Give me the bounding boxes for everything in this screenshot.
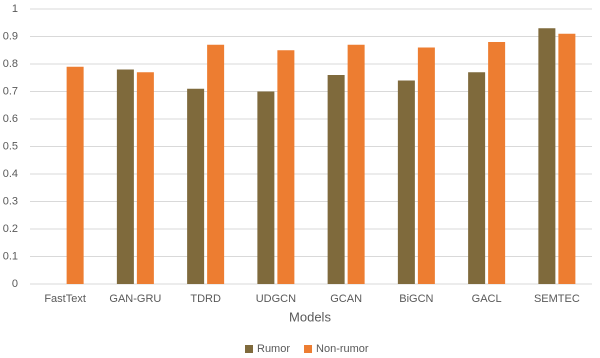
y-tick-label: 0.4: [3, 168, 18, 180]
legend-swatch: [245, 345, 253, 353]
x-tick-label: SEMTEC: [534, 293, 580, 305]
y-tick-label: 0.2: [3, 223, 18, 235]
x-tick-label: GACL: [472, 293, 502, 305]
x-tick-label: FastText: [44, 293, 86, 305]
legend-label: Rumor: [257, 343, 290, 355]
y-tick-label: 0.7: [3, 85, 18, 97]
bar: [417, 47, 435, 284]
y-tick-label: 0.6: [3, 113, 18, 125]
bar: [327, 75, 345, 284]
bar: [558, 33, 576, 284]
x-tick-label: GAN-GRU: [109, 293, 161, 305]
legend-swatch: [304, 345, 313, 353]
x-tick-label: GCAN: [330, 293, 362, 305]
y-tick-label: 0.9: [3, 30, 18, 42]
bar: [257, 91, 275, 284]
bar: [187, 88, 205, 284]
x-tick-label: BiGCN: [399, 293, 433, 305]
y-tick-label: 0.8: [3, 58, 18, 70]
x-axis-title: Models: [289, 309, 331, 324]
bar: [136, 72, 154, 284]
y-tick-label: 1: [12, 3, 18, 15]
bar: [207, 44, 225, 284]
bar: [397, 80, 415, 284]
bar: [347, 44, 365, 284]
x-tick-label: TDRD: [190, 293, 221, 305]
x-tick-label: UDGCN: [256, 293, 296, 305]
bar: [468, 72, 486, 284]
bar: [66, 66, 84, 284]
bar: [277, 50, 295, 284]
y-tick-label: 0.5: [3, 140, 18, 152]
bar: [116, 69, 134, 284]
bar: [538, 28, 556, 284]
bar: [488, 42, 506, 284]
y-tick-label: 0.1: [3, 250, 18, 262]
y-tick-label: 0.3: [3, 195, 18, 207]
y-tick-label: 0: [12, 278, 18, 290]
legend-label: Non-rumor: [316, 343, 369, 355]
